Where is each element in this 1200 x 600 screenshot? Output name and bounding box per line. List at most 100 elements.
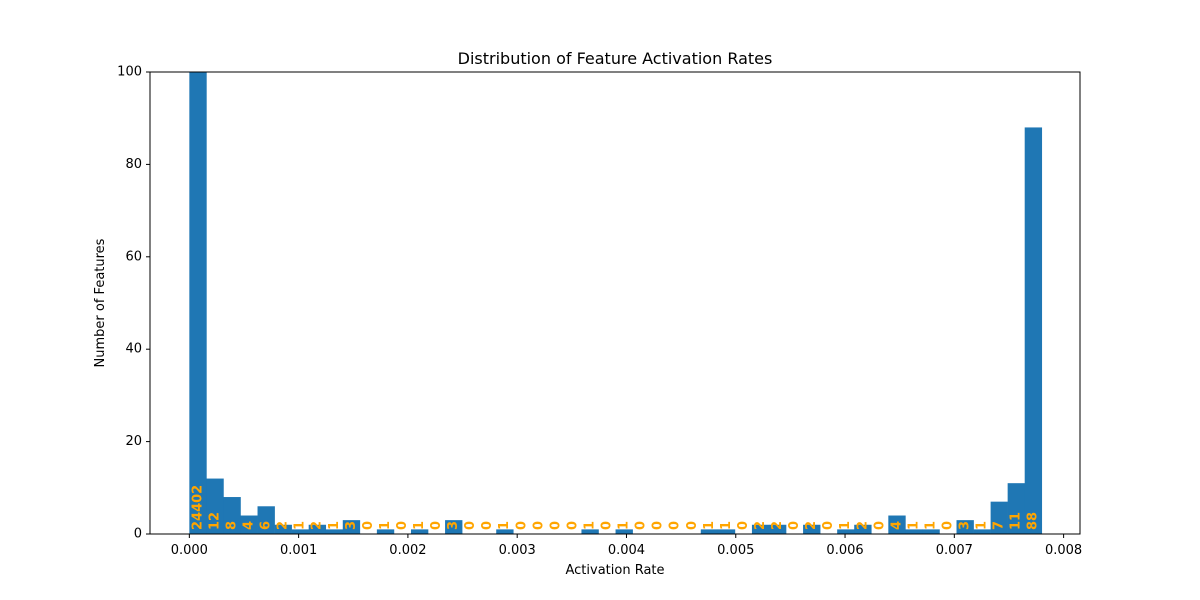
chart-title: Distribution of Feature Activation Rates bbox=[458, 49, 773, 68]
bar-value-label: 1 bbox=[719, 521, 734, 530]
bar-value-label: 0 bbox=[548, 521, 563, 530]
histogram-bar bbox=[905, 529, 923, 534]
bar-value-label: 0 bbox=[514, 521, 529, 530]
histogram-bar bbox=[751, 524, 770, 534]
histogram-bar bbox=[223, 497, 241, 534]
bar-value-label: 0 bbox=[634, 521, 649, 530]
bars-group bbox=[189, 72, 1043, 534]
bar-value-label: 1 bbox=[497, 521, 512, 530]
bar-value-label: 0 bbox=[685, 521, 700, 530]
x-axis-title: Activation Rate bbox=[565, 563, 664, 578]
bar-value-label: 0 bbox=[531, 521, 546, 530]
bar-value-label: 2 bbox=[310, 521, 325, 530]
y-tick-label: 40 bbox=[125, 342, 142, 357]
histogram-bar bbox=[206, 478, 224, 534]
histogram-bar bbox=[837, 529, 855, 534]
bar-value-label: 3 bbox=[958, 521, 973, 530]
bar-value-label: 0 bbox=[429, 521, 444, 530]
histogram-bar bbox=[717, 529, 736, 534]
y-tick-label: 100 bbox=[117, 65, 142, 80]
bar-value-label: 1 bbox=[293, 521, 308, 530]
bar-value-label: 4 bbox=[889, 521, 904, 530]
histogram-bar bbox=[308, 524, 327, 534]
bar-value-label: 2 bbox=[804, 521, 819, 530]
bar-value-label: 1 bbox=[975, 521, 990, 530]
histogram-bar bbox=[496, 529, 514, 534]
bar-value-label: 0 bbox=[668, 521, 683, 530]
bar-value-label: 1 bbox=[702, 521, 717, 530]
bar-value-label: 0 bbox=[565, 521, 580, 530]
bar-value-label: 88 bbox=[1026, 512, 1041, 530]
bar-value-label: 1 bbox=[378, 521, 393, 530]
y-tick-label: 60 bbox=[125, 249, 142, 264]
bar-value-label: 2 bbox=[753, 521, 768, 530]
x-tick-label: 0.007 bbox=[936, 543, 973, 558]
x-tick-label: 0.002 bbox=[389, 543, 426, 558]
bar-value-label: 7 bbox=[992, 521, 1007, 530]
histogram-bar bbox=[803, 524, 821, 534]
histogram-bar bbox=[257, 506, 275, 534]
histogram-bar bbox=[922, 529, 940, 534]
histogram-bar bbox=[240, 515, 258, 534]
histogram-bar bbox=[291, 529, 309, 534]
bar-value-label: 0 bbox=[463, 521, 478, 530]
bar-value-label: 0 bbox=[480, 521, 495, 530]
bar-value-label: 1 bbox=[617, 521, 632, 530]
bar-value-label: 3 bbox=[344, 521, 359, 530]
bar-value-label: 12 bbox=[207, 512, 222, 530]
bar-value-label: 2 bbox=[276, 521, 291, 530]
y-tick-label: 0 bbox=[134, 527, 142, 542]
bar-value-label: 11 bbox=[1009, 512, 1024, 530]
y-axis-title: Number of Features bbox=[93, 238, 108, 367]
bar-value-label: 2 bbox=[855, 521, 870, 530]
bar-value-label: 1 bbox=[838, 521, 853, 530]
histogram-bar bbox=[888, 515, 906, 534]
x-tick-label: 0.008 bbox=[1045, 543, 1082, 558]
histogram-bar bbox=[1024, 127, 1043, 534]
y-tick-label: 20 bbox=[125, 434, 142, 449]
bar-labels-group: 24402 12 8 4 6 2 1 2 1 3 0 1 0 1 0 3 0 0 1 0 0 0 0 1 0 1 0 0 0 0 1 1 0 2 2… bbox=[190, 485, 1040, 530]
histogram-bar bbox=[854, 524, 872, 534]
x-tick-label: 0.000 bbox=[171, 543, 208, 558]
histogram-bar bbox=[410, 529, 429, 534]
x-tick-label: 0.003 bbox=[499, 543, 536, 558]
histogram-bar bbox=[700, 529, 719, 534]
x-axis-ticks: 0.000 0.001 0.002 0.003 0.004 0.005 0.006 0.007… bbox=[171, 534, 1082, 558]
bar-value-label: 0 bbox=[736, 521, 751, 530]
bar-value-label: 4 bbox=[242, 521, 257, 530]
histogram-bar bbox=[325, 529, 344, 534]
y-axis-ticks: 0 20 40 60 80 100 bbox=[117, 65, 150, 542]
bar-value-label: 0 bbox=[872, 521, 887, 530]
plot-frame bbox=[149, 71, 1081, 535]
histogram-bar bbox=[973, 529, 991, 534]
histogram-bar bbox=[274, 524, 292, 534]
x-tick-label: 0.005 bbox=[717, 543, 754, 558]
x-tick-label: 0.006 bbox=[826, 543, 863, 558]
bar-value-label: 0 bbox=[395, 521, 410, 530]
bar-value-label: 24402 bbox=[190, 485, 205, 530]
histogram-bar bbox=[581, 529, 599, 534]
histogram-bar bbox=[445, 520, 463, 534]
y-tick-label: 80 bbox=[125, 157, 142, 172]
bar-value-label: 1 bbox=[412, 521, 427, 530]
histogram-bar bbox=[1007, 483, 1025, 534]
bar-value-label: 0 bbox=[361, 521, 376, 530]
bar-value-label: 0 bbox=[940, 521, 955, 530]
bar-value-label: 1 bbox=[327, 521, 342, 530]
histogram-bar bbox=[342, 520, 361, 534]
histogram-bar bbox=[189, 72, 207, 534]
histogram-bar bbox=[615, 529, 633, 534]
x-tick-label: 0.001 bbox=[280, 543, 317, 558]
bar-value-label: 6 bbox=[259, 521, 274, 530]
histogram-bar bbox=[768, 524, 787, 534]
bar-value-label: 1 bbox=[906, 521, 921, 530]
histogram-bar bbox=[376, 529, 395, 534]
histogram-bar bbox=[956, 520, 974, 534]
bar-value-label: 2 bbox=[770, 521, 785, 530]
bar-value-label: 0 bbox=[787, 521, 802, 530]
x-tick-label: 0.004 bbox=[608, 543, 645, 558]
bar-value-label: 0 bbox=[651, 521, 666, 530]
bar-value-label: 1 bbox=[582, 521, 597, 530]
bar-value-label: 1 bbox=[923, 521, 938, 530]
bar-value-label: 8 bbox=[224, 521, 239, 530]
